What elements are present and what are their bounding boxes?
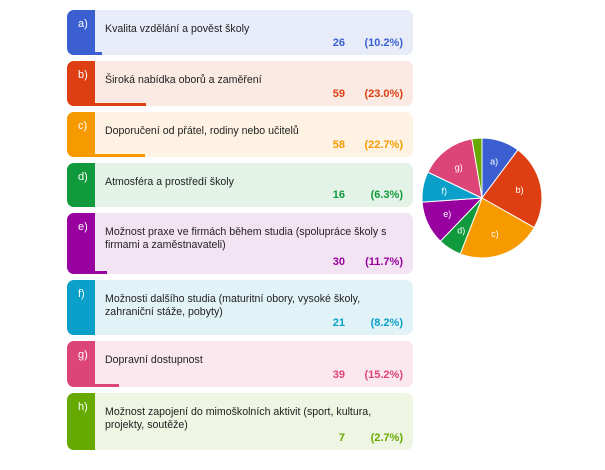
option-letter: d) <box>78 171 88 183</box>
option-card-7: g) Dopravní dostupnost 39 (15.2%) <box>67 341 413 387</box>
option-count: 59 <box>332 88 345 100</box>
option-color-strip <box>67 341 95 387</box>
option-letter: f) <box>78 288 85 300</box>
option-card-4: d) Atmosféra a prostředí školy 16 (6.3%) <box>67 163 413 207</box>
option-card-5: e) Možnost praxe ve firmách během studia … <box>67 213 413 274</box>
option-percent-bar <box>67 384 120 387</box>
option-percent-bar <box>67 332 96 335</box>
option-percent-bar <box>67 271 108 274</box>
pie-slice-label: d) <box>457 225 465 235</box>
pie-slice-label: a) <box>490 157 498 167</box>
option-percent: (22.7%) <box>364 139 403 151</box>
option-label: Atmosféra a prostředí školy <box>105 176 234 188</box>
option-letter: g) <box>78 349 88 361</box>
pie-slice-2 <box>481 149 543 229</box>
option-letter: a) <box>78 18 88 30</box>
option-count: 39 <box>332 369 345 381</box>
option-label: Kvalita vzdělání a pověst školy <box>105 23 250 35</box>
option-percent: (10.2%) <box>364 37 403 49</box>
option-count: 16 <box>332 189 345 201</box>
pie-slice-label: f) <box>442 186 448 196</box>
option-percent-bar <box>67 52 103 55</box>
option-count: 30 <box>332 256 345 268</box>
option-percent: (8.2%) <box>370 317 403 329</box>
option-label: Dopravní dostupnost <box>105 354 203 366</box>
option-color-strip <box>67 10 95 55</box>
option-card-1: a) Kvalita vzdělání a pověst školy 26 (10.2… <box>67 10 413 55</box>
pie-slice-8 <box>471 137 483 199</box>
option-percent: (2.7%) <box>370 432 403 444</box>
option-card-6: f) Možnosti dalšího studia (maturitní obo… <box>67 280 413 335</box>
option-label: Doporučení od přátel, rodiny nebo učitel… <box>105 125 299 137</box>
option-letter: b) <box>78 69 88 81</box>
option-letter: e) <box>78 221 88 233</box>
option-percent-bar <box>67 103 147 106</box>
pie-slice-label: g) <box>455 162 463 172</box>
option-label: Možnost zapojení do mimoškolních aktivit… <box>105 406 372 431</box>
option-percent: (23.0%) <box>364 88 403 100</box>
option-percent-bar <box>67 154 146 157</box>
option-count: 26 <box>332 37 345 49</box>
option-count: 7 <box>338 432 345 444</box>
option-color-strip <box>67 393 95 450</box>
option-card-2: b) Široká nabídka oborů a zaměření 59 (23.0… <box>67 61 413 106</box>
option-letter: h) <box>78 401 88 413</box>
pie-slice-7 <box>427 138 483 199</box>
option-percent: (15.2%) <box>364 369 403 381</box>
pie-slice-label: b) <box>516 185 524 195</box>
option-card-8: h) Možnost zapojení do mimoškolních aktiv… <box>67 393 413 450</box>
option-percent: (11.7%) <box>365 256 403 268</box>
option-percent: (6.3%) <box>370 189 403 201</box>
option-percent-bar <box>67 447 95 450</box>
option-label: Široká nabídka oborů a zaměření <box>105 74 262 86</box>
option-card-3: c) Doporučení od přátel, rodiny nebo učit… <box>67 112 413 157</box>
option-color-strip <box>67 112 95 157</box>
pie-slice-3 <box>459 197 535 259</box>
option-color-strip <box>67 61 95 106</box>
option-percent-bar <box>67 204 95 207</box>
pie-slice-label: c) <box>491 229 499 239</box>
option-color-strip <box>67 213 95 274</box>
pie-slice-label: e) <box>443 209 451 219</box>
option-count: 21 <box>332 317 345 329</box>
option-color-strip <box>67 280 95 335</box>
option-letter: c) <box>78 120 88 132</box>
option-label: Možnost praxe ve firmách během studia (s… <box>105 226 387 251</box>
option-label: Možnosti dalšího studia (maturitní obory… <box>105 293 361 318</box>
pie-chart: a) b) c) d) e) f) g) <box>421 137 543 259</box>
option-color-strip <box>67 163 95 207</box>
option-count: 58 <box>332 139 345 151</box>
